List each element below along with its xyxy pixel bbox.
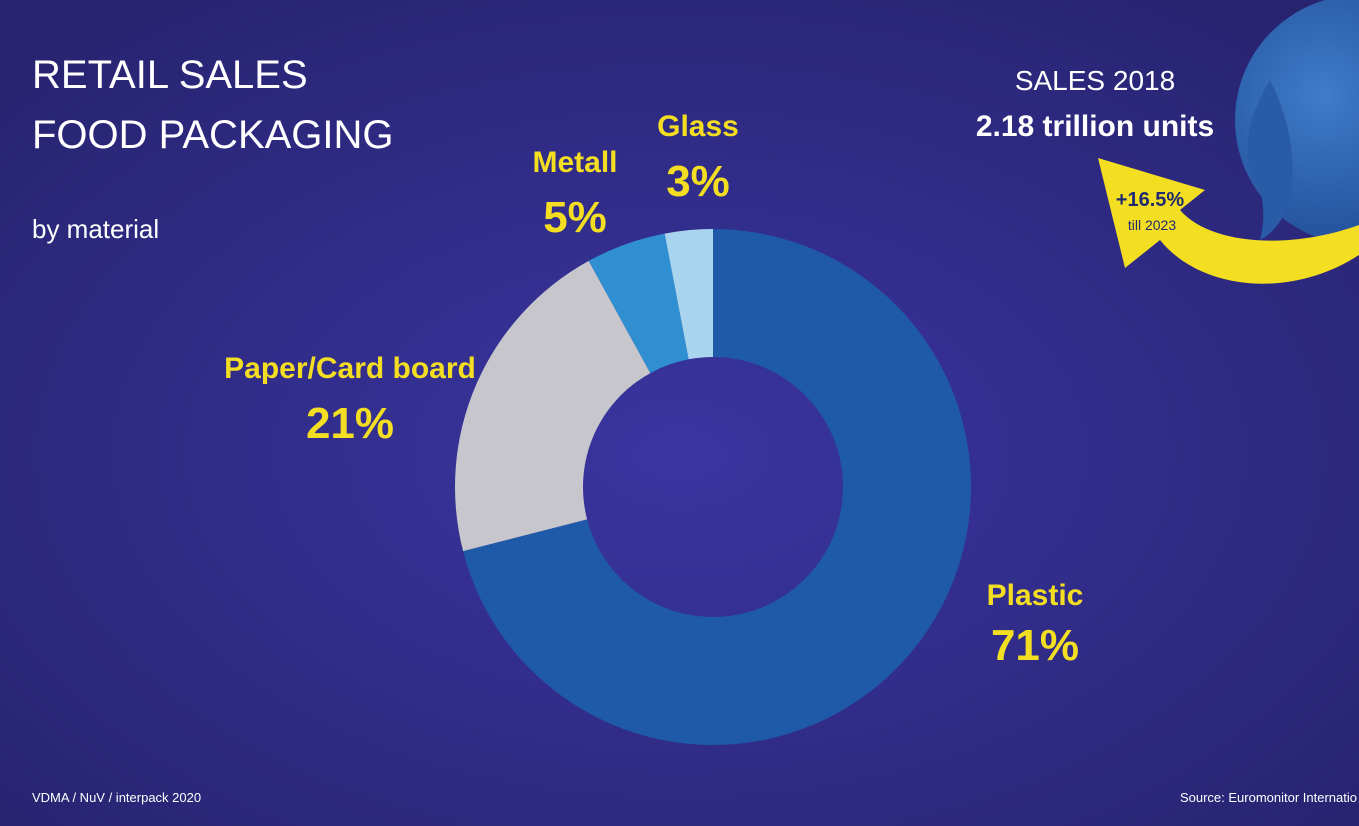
sales-label: SALES 2018 xyxy=(1015,65,1175,96)
donut-segment xyxy=(455,260,651,552)
subtitle: by material xyxy=(32,214,159,244)
footer: VDMA / NuV / interpack 2020 xyxy=(32,790,201,805)
segment-label: Plastic xyxy=(987,579,1084,612)
donut-segment xyxy=(463,229,971,745)
segment-value: 21% xyxy=(306,399,394,448)
source: Source: Euromonitor Internatio xyxy=(1180,790,1357,805)
donut-segment xyxy=(664,229,713,360)
segment-label: Paper/Card board xyxy=(224,352,476,385)
globe-land xyxy=(1247,80,1293,240)
title-line: FOOD PACKAGING xyxy=(32,113,394,157)
segment-value: 71% xyxy=(991,621,1079,670)
sales-value: 2.18 trillion units xyxy=(976,110,1214,143)
donut-segment xyxy=(588,233,689,374)
segment-label: Metall xyxy=(532,146,617,179)
growth: +16.5% xyxy=(1116,189,1185,211)
segment-value: 5% xyxy=(543,193,607,242)
title-line: RETAIL SALES xyxy=(32,53,308,97)
segment-value: 3% xyxy=(666,157,730,206)
segment-label: Glass xyxy=(657,110,739,143)
growth-arrow xyxy=(1098,158,1359,284)
growth-period: till 2023 xyxy=(1128,217,1176,233)
